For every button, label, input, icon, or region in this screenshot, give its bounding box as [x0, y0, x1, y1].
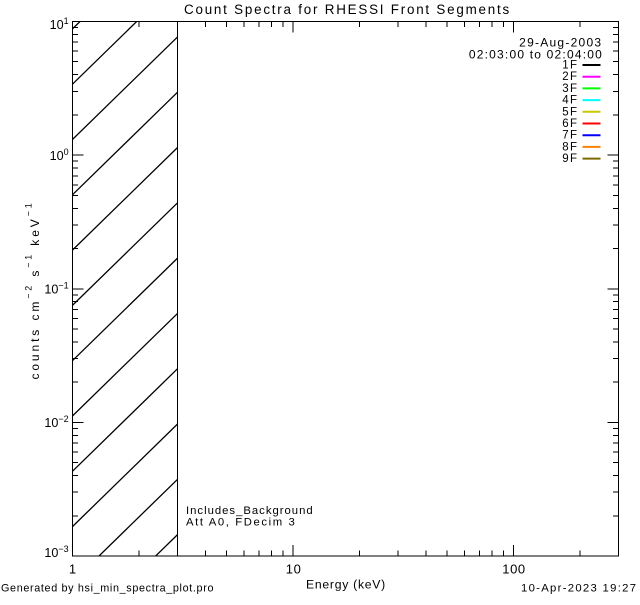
- svg-text:Count Spectra for RHESSI Front: Count Spectra for RHESSI Front Segments: [184, 2, 511, 17]
- svg-text:Energy (keV): Energy (keV): [306, 577, 386, 591]
- svg-text:6F: 6F: [562, 118, 578, 130]
- svg-text:7F: 7F: [562, 130, 578, 142]
- svg-text:10: 10: [286, 562, 302, 577]
- svg-text:4F: 4F: [562, 95, 578, 107]
- svg-text:1: 1: [69, 562, 76, 577]
- svg-text:Generated by hsi_min_spectra_p: Generated by hsi_min_spectra_plot.pro: [1, 582, 214, 594]
- svg-text:29-Aug-2003: 29-Aug-2003: [519, 36, 602, 50]
- svg-text:2F: 2F: [562, 71, 578, 83]
- svg-text:Att A0, FDecim 3: Att A0, FDecim 3: [186, 517, 296, 529]
- svg-text:counts cm−2 s−1 keV−1: counts cm−2 s−1 keV−1: [24, 200, 43, 379]
- svg-text:5F: 5F: [562, 106, 578, 118]
- svg-text:3F: 3F: [562, 83, 578, 95]
- svg-text:8F: 8F: [562, 141, 578, 153]
- svg-text:10-Apr-2023 19:27: 10-Apr-2023 19:27: [521, 583, 637, 595]
- svg-text:9F: 9F: [562, 153, 578, 165]
- svg-text:1F: 1F: [562, 60, 578, 72]
- svg-text:Includes_Background: Includes_Background: [186, 505, 314, 517]
- svg-text:02:03:00 to 02:04:00: 02:03:00 to 02:04:00: [469, 48, 603, 62]
- svg-text:100: 100: [502, 562, 526, 577]
